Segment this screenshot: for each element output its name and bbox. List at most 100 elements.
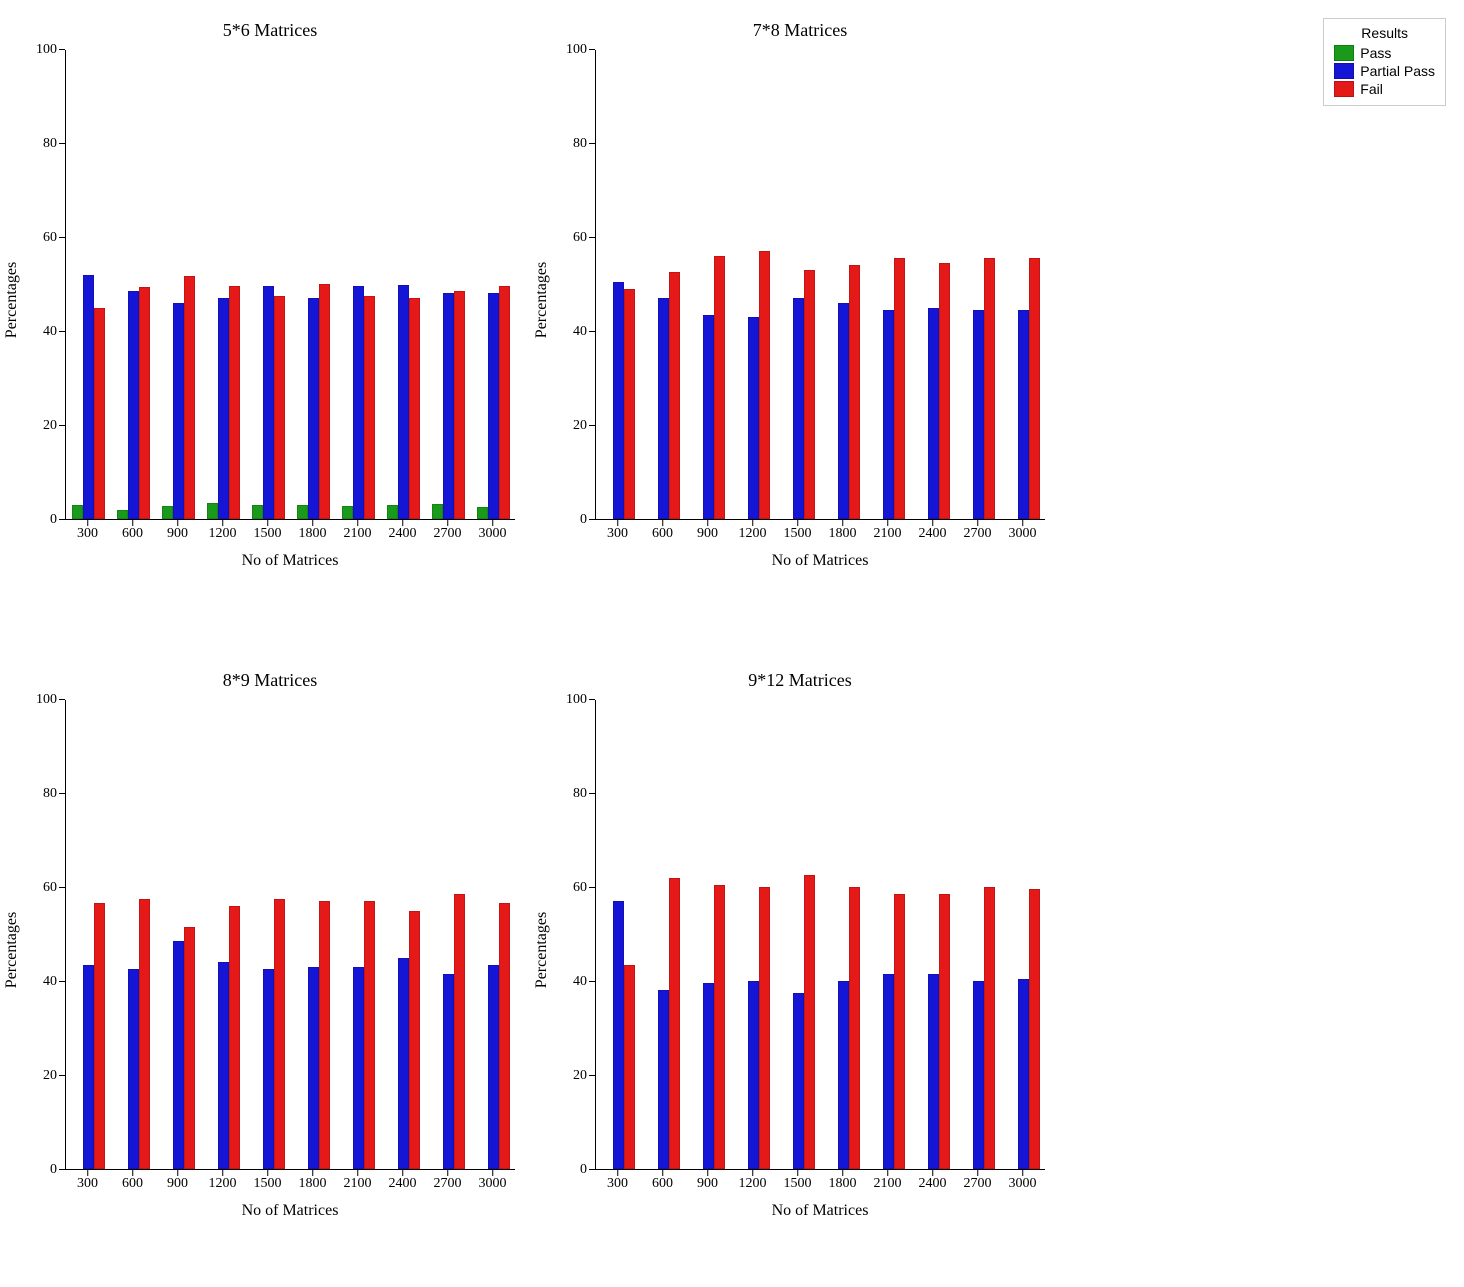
bar-fail (939, 263, 950, 519)
bar-partial (83, 965, 94, 1169)
y-axis-label: Percentages (533, 912, 551, 988)
bar-partial (703, 315, 714, 519)
bar-fail (94, 903, 105, 1169)
x-tick-mark (752, 1170, 754, 1176)
x-tick-mark (312, 520, 314, 526)
y-axis-label: Percentages (3, 262, 21, 338)
x-tick-mark (977, 1170, 979, 1176)
bar-partial (973, 310, 984, 519)
bar-partial (658, 990, 669, 1169)
bar-partial (83, 275, 94, 519)
legend-label: Partial Pass (1360, 63, 1435, 79)
x-tick-mark (267, 520, 269, 526)
bar-partial (308, 298, 319, 519)
bar-partial (748, 317, 759, 519)
bar-partial (263, 969, 274, 1169)
x-tick-label: 900 (697, 1176, 718, 1192)
x-tick-label: 1500 (784, 1176, 812, 1192)
x-tick-label: 2700 (964, 526, 992, 542)
x-axis-label: No of Matrices (772, 1202, 869, 1220)
y-tick-label: 100 (552, 692, 587, 708)
plot-area (595, 50, 1045, 520)
subplot: 9*12 Matrices020406080100Percentages3006… (550, 670, 1050, 1230)
x-tick-label: 2400 (389, 526, 417, 542)
y-axis-ticks: 020406080100 (20, 700, 65, 1170)
plot-area (65, 700, 515, 1170)
x-tick-label: 600 (122, 1176, 143, 1192)
bar-fail (624, 965, 635, 1169)
x-tick-mark (177, 1170, 179, 1176)
y-tick-label: 20 (552, 418, 587, 434)
y-tick-label: 80 (552, 786, 587, 802)
x-tick-mark (132, 520, 134, 526)
bar-fail (499, 286, 510, 519)
y-tick-label: 60 (22, 230, 57, 246)
x-tick-mark (222, 1170, 224, 1176)
x-tick-mark (222, 520, 224, 526)
bar-pass (387, 505, 398, 519)
x-tick-mark (312, 1170, 314, 1176)
y-tick-label: 80 (22, 136, 57, 152)
x-tick-label: 3000 (479, 1176, 507, 1192)
bar-partial (173, 941, 184, 1169)
y-tick-label: 60 (552, 880, 587, 896)
x-tick-label: 2400 (919, 1176, 947, 1192)
y-tick-mark (589, 981, 595, 983)
y-axis-ticks: 020406080100 (550, 50, 595, 520)
y-tick-label: 40 (552, 324, 587, 340)
bar-fail (184, 276, 195, 519)
bar-partial (263, 286, 274, 519)
y-tick-label: 0 (552, 512, 587, 528)
bar-partial (703, 983, 714, 1169)
y-tick-mark (59, 237, 65, 239)
bar-partial (838, 981, 849, 1169)
x-tick-mark (842, 520, 844, 526)
y-tick-mark (589, 331, 595, 333)
y-tick-label: 0 (22, 1162, 57, 1178)
subplot-title: 5*6 Matrices (20, 20, 520, 41)
bar-fail (409, 911, 420, 1170)
x-tick-label: 300 (607, 1176, 628, 1192)
bar-pass (117, 510, 128, 519)
y-tick-mark (589, 793, 595, 795)
y-tick-mark (59, 1075, 65, 1077)
bar-partial (748, 981, 759, 1169)
y-tick-mark (59, 699, 65, 701)
x-tick-label: 3000 (1009, 1176, 1037, 1192)
y-tick-label: 40 (552, 974, 587, 990)
x-axis-ticks: 3006009001200150018002100240027003000No … (595, 1170, 1045, 1230)
bar-fail (184, 927, 195, 1169)
bar-pass (477, 507, 488, 519)
y-tick-mark (589, 425, 595, 427)
y-tick-label: 20 (22, 418, 57, 434)
x-tick-label: 2100 (874, 1176, 902, 1192)
bar-partial (398, 958, 409, 1170)
x-tick-label: 1500 (254, 526, 282, 542)
x-tick-mark (492, 1170, 494, 1176)
y-tick-label: 100 (552, 42, 587, 58)
y-tick-mark (589, 1075, 595, 1077)
bar-partial (883, 310, 894, 519)
x-tick-label: 2100 (344, 526, 372, 542)
figure-root: Results PassPartial PassFail 5*6 Matrice… (10, 10, 1454, 1277)
bar-partial (128, 291, 139, 519)
x-tick-label: 2700 (434, 526, 462, 542)
x-tick-label: 2400 (389, 1176, 417, 1192)
y-tick-label: 100 (22, 42, 57, 58)
y-axis-label: Percentages (533, 262, 551, 338)
y-tick-mark (59, 887, 65, 889)
x-tick-label: 1500 (254, 1176, 282, 1192)
bar-fail (714, 256, 725, 519)
y-tick-mark (59, 49, 65, 51)
x-tick-label: 2700 (964, 1176, 992, 1192)
bar-pass (162, 506, 173, 519)
x-tick-label: 900 (167, 1176, 188, 1192)
bar-partial (928, 974, 939, 1169)
bar-fail (499, 903, 510, 1169)
y-tick-label: 20 (552, 1068, 587, 1084)
legend-swatch (1334, 45, 1354, 61)
bar-fail (714, 885, 725, 1169)
y-tick-label: 60 (552, 230, 587, 246)
subplot-title: 8*9 Matrices (20, 670, 520, 691)
x-tick-mark (797, 1170, 799, 1176)
